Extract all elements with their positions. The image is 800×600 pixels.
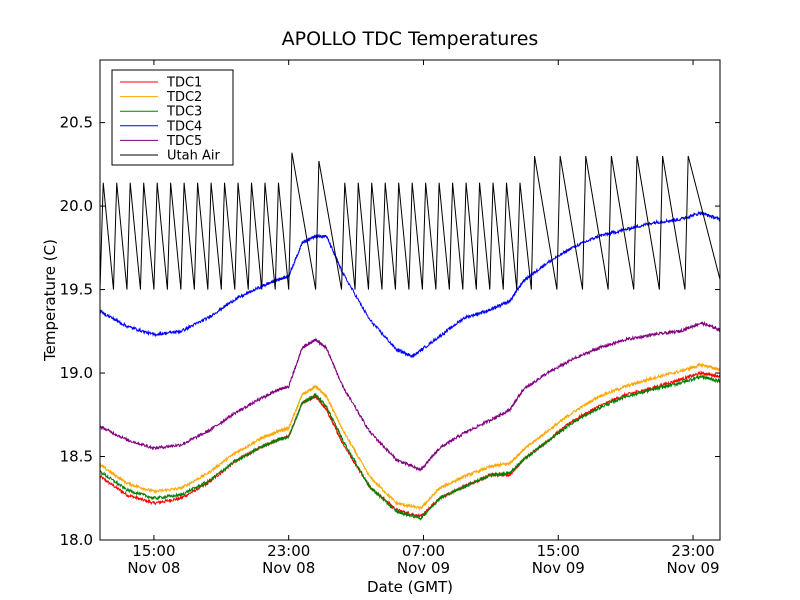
legend-label: Utah Air [167, 149, 220, 164]
x-tick-time: 15:00 [537, 542, 580, 560]
y-axis-label: Temperature (C) [41, 239, 59, 362]
x-tick-date: Nov 09 [666, 559, 719, 577]
series-line-tdc3 [100, 374, 720, 521]
chart-title: APOLLO TDC Temperatures [282, 28, 539, 50]
legend-label: TDC5 [166, 134, 202, 149]
x-tick-date: Nov 08 [262, 559, 315, 577]
y-tick-label: 19.5 [60, 281, 93, 299]
y-tick-label: 20.5 [60, 114, 93, 132]
plot-area [100, 152, 720, 521]
series-line-tdc2 [100, 362, 720, 512]
y-tick-label: 19.0 [60, 364, 93, 382]
x-tick-time: 07:00 [402, 542, 445, 560]
plot-frame [99, 59, 721, 541]
y-tick-label: 18.5 [60, 448, 93, 466]
legend-label: TDC1 [166, 76, 202, 91]
x-tick-time: 23:00 [267, 542, 310, 560]
legend-label: TDC2 [166, 90, 202, 105]
legend-label: TDC3 [166, 105, 202, 120]
legend-label: TDC4 [166, 119, 202, 134]
x-tick-date: Nov 08 [127, 559, 180, 577]
x-tick-date: Nov 09 [532, 559, 585, 577]
y-tick-label: 20.0 [60, 197, 93, 215]
series-line-tdc5 [100, 320, 720, 473]
x-tick-time: 23:00 [671, 542, 714, 560]
x-tick-date: Nov 09 [397, 559, 450, 577]
series-group [100, 152, 720, 521]
y-tick-label: 18.0 [60, 531, 93, 549]
x-axis-label: Date (GMT) [367, 578, 453, 596]
legend-box [111, 69, 234, 166]
series-line-utah-air [100, 152, 720, 290]
x-tick-time: 15:00 [132, 542, 175, 560]
series-line-tdc4 [100, 210, 720, 359]
